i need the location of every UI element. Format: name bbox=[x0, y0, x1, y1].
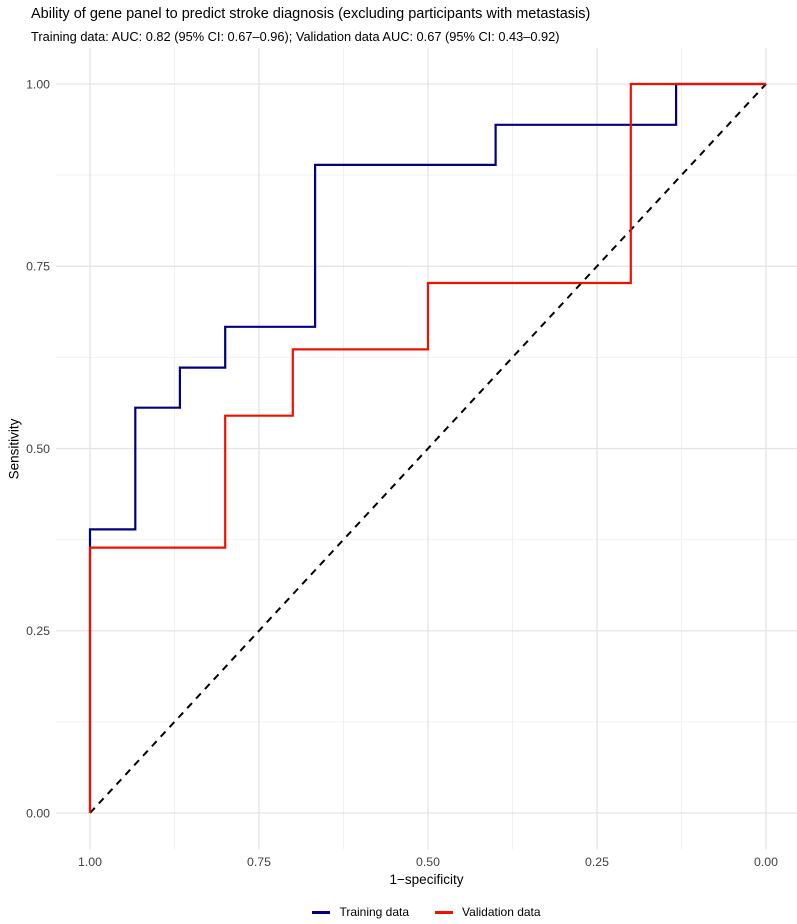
legend-item-validation: Validation data bbox=[435, 905, 541, 919]
x-tick-label: 0.25 bbox=[585, 855, 609, 869]
legend-label-validation: Validation data bbox=[462, 905, 541, 919]
validation-line-swatch bbox=[435, 910, 454, 914]
x-axis-title: 1−specificity bbox=[389, 872, 464, 887]
chart-title: Ability of gene panel to predict stroke … bbox=[31, 6, 591, 22]
training-roc-curve bbox=[88, 82, 766, 813]
y-tick-label: 0.00 bbox=[26, 806, 50, 820]
y-tick-label: 0.25 bbox=[26, 624, 50, 638]
x-tick-label: 0.00 bbox=[754, 855, 778, 869]
x-tick-label: 0.75 bbox=[247, 855, 271, 869]
y-tick-label: 0.50 bbox=[26, 442, 50, 456]
chart-subtitle: Training data: AUC: 0.82 (95% CI: 0.67–0… bbox=[31, 29, 560, 44]
legend-label-training: Training data bbox=[339, 905, 410, 919]
x-tick-label: 1.00 bbox=[78, 855, 102, 869]
legend: Training data Validation data bbox=[56, 905, 797, 919]
y-tick-label: 0.75 bbox=[26, 260, 50, 274]
validation-roc-curve bbox=[88, 82, 766, 813]
legend-item-training: Training data bbox=[312, 905, 409, 919]
x-tick-label: 0.50 bbox=[416, 855, 440, 869]
reference-diagonal-line bbox=[89, 83, 767, 814]
y-axis-title: Sensitivity bbox=[6, 418, 22, 480]
y-tick-label: 1.00 bbox=[26, 77, 50, 91]
training-line-swatch bbox=[312, 910, 331, 914]
